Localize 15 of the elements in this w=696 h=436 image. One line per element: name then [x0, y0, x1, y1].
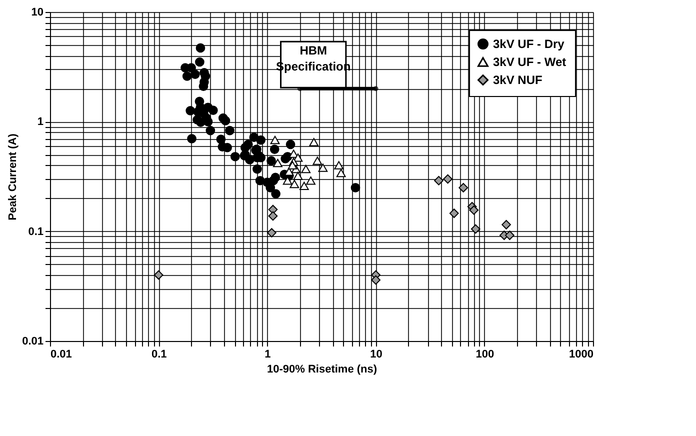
legend-label: 3kV NUF	[493, 73, 542, 87]
legend-label: 3kV UF - Wet	[493, 55, 566, 69]
y-tick-label: 10	[31, 6, 44, 18]
y-axis-title: Peak Current (A)	[7, 133, 20, 220]
x-tick-label: 10	[370, 348, 382, 360]
y-tick-label: 0.1	[28, 226, 44, 238]
x-tick-label: 1	[264, 348, 271, 360]
x-tick-label: 100	[476, 348, 494, 360]
legend-label: 3kV UF - Dry	[493, 37, 565, 51]
x-tick-label: 1000	[569, 348, 594, 360]
y-tick-label: 1	[37, 116, 44, 128]
y-tick-label: 0.01	[22, 336, 44, 348]
x-tick-label: 0.1	[151, 348, 167, 360]
text: 0.01	[50, 348, 72, 360]
x-axis-title: 10-90% Risetime (ns)	[266, 364, 378, 376]
